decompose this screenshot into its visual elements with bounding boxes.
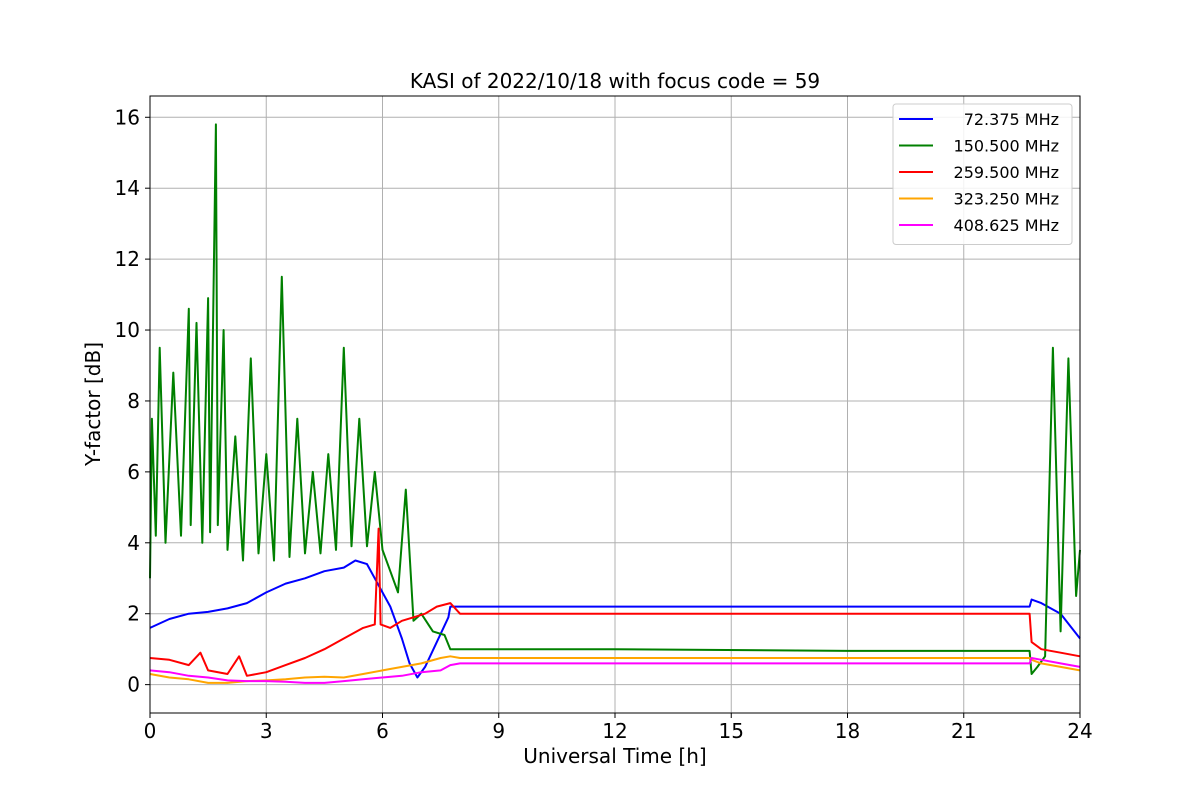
legend-label: 408.625 MHz (954, 216, 1059, 235)
y-tick-label: 14 (115, 176, 140, 200)
x-axis: 0 3 6 9 12 15 18 21 24 (144, 713, 1093, 743)
legend-label: 259.500 MHz (954, 163, 1059, 182)
y-axis-label: Y-factor [dB] (81, 342, 105, 467)
y-tick-label: 4 (127, 531, 140, 555)
series-group (149, 123, 1081, 684)
y-tick-label: 10 (115, 318, 140, 342)
y-tick-label: 8 (127, 389, 140, 413)
x-tick-label: 12 (602, 719, 627, 743)
y-tick-label: 16 (115, 105, 140, 129)
x-tick-label: 3 (260, 719, 273, 743)
y-tick-label: 0 (127, 673, 140, 697)
legend-label: 72.375 MHz (964, 110, 1059, 129)
x-tick-label: 0 (144, 719, 157, 743)
y-tick-label: 2 (127, 602, 140, 626)
legend-label: 323.250 MHz (954, 190, 1059, 209)
series-line-5 (149, 657, 1081, 684)
legend: 72.375 MHz 150.500 MHz 259.500 MHz 323.250 … (892, 103, 1073, 245)
y-tick-label: 6 (127, 460, 140, 484)
x-tick-label: 21 (951, 719, 976, 743)
legend-box (892, 103, 1073, 245)
x-tick-label: 18 (835, 719, 860, 743)
x-tick-label: 9 (492, 719, 505, 743)
series-line-3 (149, 527, 1081, 677)
legend-label: 150.500 MHz (954, 137, 1059, 156)
y-axis: 0 2 4 6 8 10 12 14 16 (115, 105, 150, 697)
series-line-1 (149, 559, 1081, 679)
chart-title: KASI of 2022/10/18 with focus code = 59 (410, 69, 820, 93)
y-tick-label: 12 (115, 247, 140, 271)
x-axis-label: Universal Time [h] (523, 744, 706, 768)
x-tick-label: 15 (719, 719, 744, 743)
x-tick-label: 24 (1067, 719, 1092, 743)
series-line-4 (149, 655, 1081, 684)
series-line-2 (149, 123, 1081, 675)
x-tick-label: 6 (376, 719, 389, 743)
